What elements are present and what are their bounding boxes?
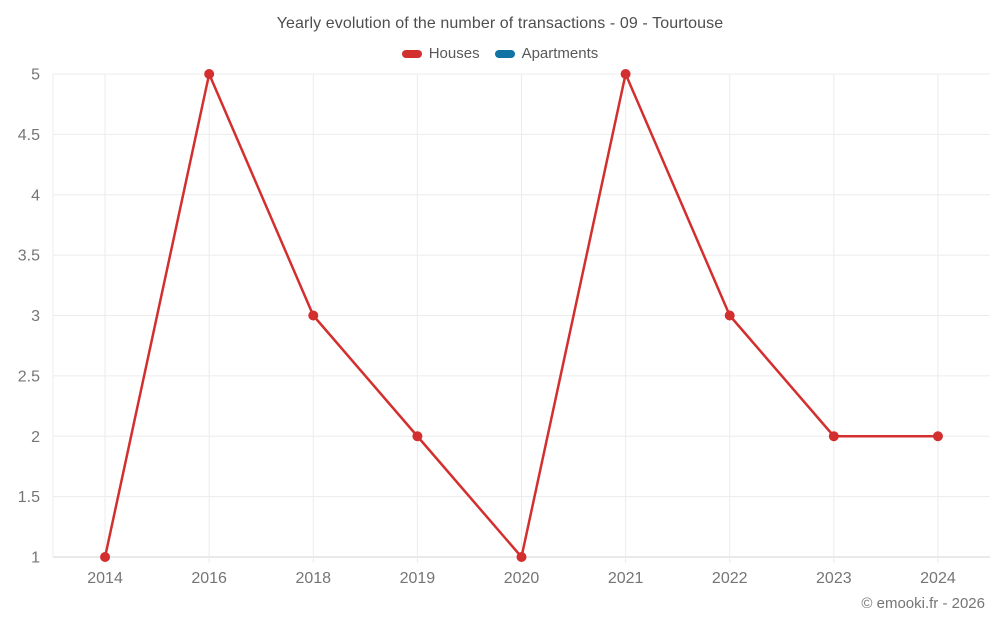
x-tick-label: 2023 [816,570,852,587]
x-tick-label: 2014 [87,570,123,587]
y-tick-label: 3.5 [18,248,40,265]
data-point-houses-2020[interactable] [516,552,527,562]
x-tick-label: 2021 [608,570,644,587]
y-tick-label: 4 [31,187,40,204]
y-tick-label: 5 [31,67,40,84]
y-tick-label: 1.5 [18,489,40,506]
x-tick-label: 2019 [400,570,436,587]
footer-credit: © emooki.fr - 2026 [861,595,985,612]
data-point-houses-2023[interactable] [828,431,839,442]
data-point-houses-2022[interactable] [724,310,735,321]
y-tick-label: 4.5 [18,127,40,144]
y-tick-label: 2.5 [18,368,40,385]
data-point-houses-2014[interactable] [100,552,111,562]
x-tick-label: 2018 [295,570,331,587]
legend-label-apartments: Apartments [521,45,599,62]
data-point-houses-2021[interactable] [620,69,631,79]
legend-item-houses[interactable]: Houses [401,45,480,62]
y-tick-label: 2 [31,429,40,446]
chart-legend: Houses Apartments [0,45,1000,62]
legend-item-apartments[interactable]: Apartments [494,45,599,62]
data-point-houses-2019[interactable] [412,431,423,442]
y-tick-label: 1 [31,550,40,567]
apartments-legend-swatch-icon [494,49,515,58]
chart-title: Yearly evolution of the number of transa… [276,15,724,32]
x-tick-label: 2024 [920,570,956,587]
data-point-houses-2018[interactable] [308,310,319,321]
x-tick-label: 2020 [504,570,540,587]
legend-label-houses: Houses [428,45,480,62]
x-tick-label: 2022 [712,570,748,587]
x-tick-label: 2016 [191,570,227,587]
data-point-houses-2024[interactable] [932,431,943,442]
data-point-houses-2016[interactable] [204,69,215,79]
houses-legend-swatch-icon [401,49,422,58]
y-tick-label: 3 [31,308,40,325]
